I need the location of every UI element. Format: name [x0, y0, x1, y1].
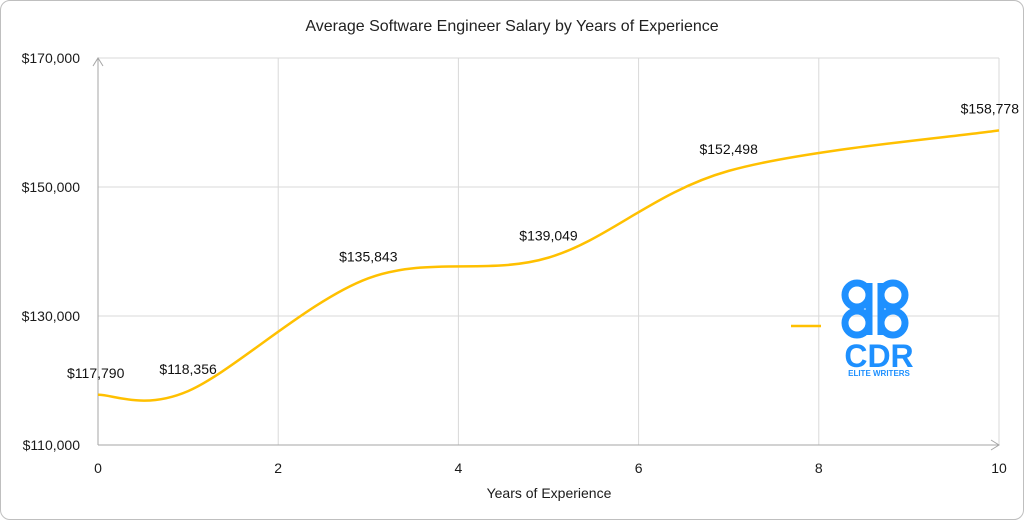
data-label: $118,356	[159, 361, 217, 377]
x-tick-label: 0	[94, 460, 102, 476]
logo-mark	[841, 279, 909, 339]
logo-tagline: ELITE WRITERS	[848, 369, 910, 378]
y-tick-label: $110,000	[23, 437, 81, 453]
x-tick-label: 6	[635, 460, 643, 476]
x-tick-label: 2	[274, 460, 282, 476]
logo-letters: CDR	[844, 338, 913, 374]
x-tick-label: 8	[815, 460, 823, 476]
x-axis-arrow	[990, 439, 1000, 451]
x-tick-label: 4	[455, 460, 463, 476]
series-line	[97, 129, 1000, 402]
label-layer: $117,790 $118,356 $135,843 $139,049 $152,498…	[67, 100, 1019, 380]
chart-title: Average Software Engineer Salary by Year…	[305, 18, 718, 35]
x-tick-label: 10	[991, 460, 1007, 476]
series-layer	[97, 129, 1000, 402]
grid-layer	[98, 57, 1000, 445]
data-label: $139,049	[519, 228, 578, 244]
y-tick-label: $130,000	[22, 308, 81, 324]
data-label: $152,498	[699, 141, 758, 157]
tick-layer: $110,000 $130,000 $150,000 $170,000 0 2 4 6 8 10	[22, 50, 1007, 476]
y-tick-label: $150,000	[22, 179, 81, 195]
data-label: $158,778	[961, 100, 1020, 116]
y-tick-label: $170,000	[22, 50, 81, 66]
logo: CDR ELITE WRITERS	[841, 279, 914, 378]
axis-layer	[92, 57, 1000, 451]
data-label: $135,843	[339, 248, 398, 264]
y-axis-arrow	[92, 57, 104, 67]
data-label: $117,790	[67, 365, 125, 381]
x-axis-label: Years of Experience	[487, 485, 612, 501]
